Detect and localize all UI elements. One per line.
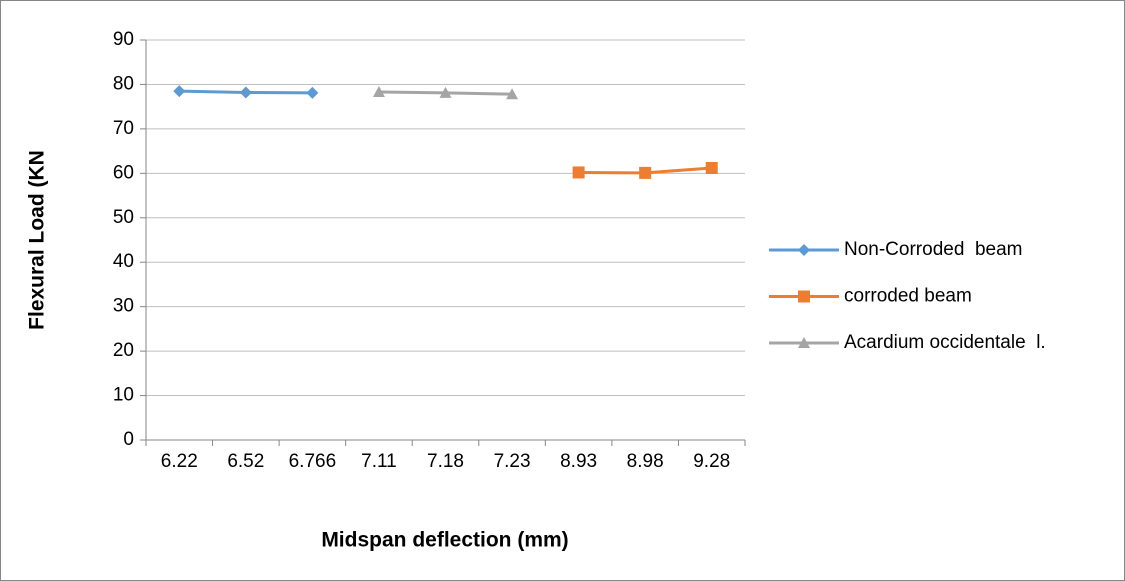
y-tick-label: 50 bbox=[113, 207, 134, 228]
x-tick-label: 7.11 bbox=[361, 451, 397, 472]
y-tick-label: 40 bbox=[113, 251, 134, 272]
legend-label: Acardium occidentale l. bbox=[844, 332, 1046, 353]
y-tick-label: 20 bbox=[113, 340, 134, 361]
x-tick-label: 6.52 bbox=[227, 451, 264, 472]
x-axis-label: Midspan deflection (mm) bbox=[321, 529, 568, 552]
x-tick-label: 9.28 bbox=[693, 451, 730, 472]
y-tick-label: 30 bbox=[113, 296, 134, 317]
y-tick-label: 10 bbox=[113, 385, 134, 406]
x-tick-label: 8.93 bbox=[560, 451, 597, 472]
y-tick-label: 0 bbox=[123, 429, 134, 450]
marker bbox=[572, 166, 585, 179]
legend-marker bbox=[798, 337, 810, 348]
marker bbox=[506, 88, 519, 100]
x-tick-label: 7.18 bbox=[427, 451, 464, 472]
legend-marker bbox=[798, 244, 810, 256]
marker bbox=[173, 85, 186, 98]
y-tick-label: 70 bbox=[113, 118, 134, 139]
y-tick-label: 90 bbox=[113, 29, 134, 50]
y-axis-label: Flexural Load (KN bbox=[26, 150, 49, 330]
marker bbox=[439, 86, 452, 98]
marker bbox=[639, 166, 652, 179]
y-tick-label: 60 bbox=[113, 162, 134, 183]
x-tick-label: 6.22 bbox=[161, 451, 198, 472]
y-tick-label: 80 bbox=[113, 73, 134, 94]
marker bbox=[306, 86, 319, 99]
x-tick-label: 7.23 bbox=[494, 451, 531, 472]
x-tick-label: 6.766 bbox=[289, 451, 337, 472]
x-tick-label: 8.98 bbox=[627, 451, 664, 472]
marker bbox=[372, 86, 385, 97]
legend-marker bbox=[798, 290, 810, 303]
marker bbox=[239, 86, 252, 99]
marker bbox=[705, 162, 718, 174]
legend-label: corroded beam bbox=[844, 286, 972, 307]
legend-label: Non-Corroded beam bbox=[844, 239, 1022, 260]
